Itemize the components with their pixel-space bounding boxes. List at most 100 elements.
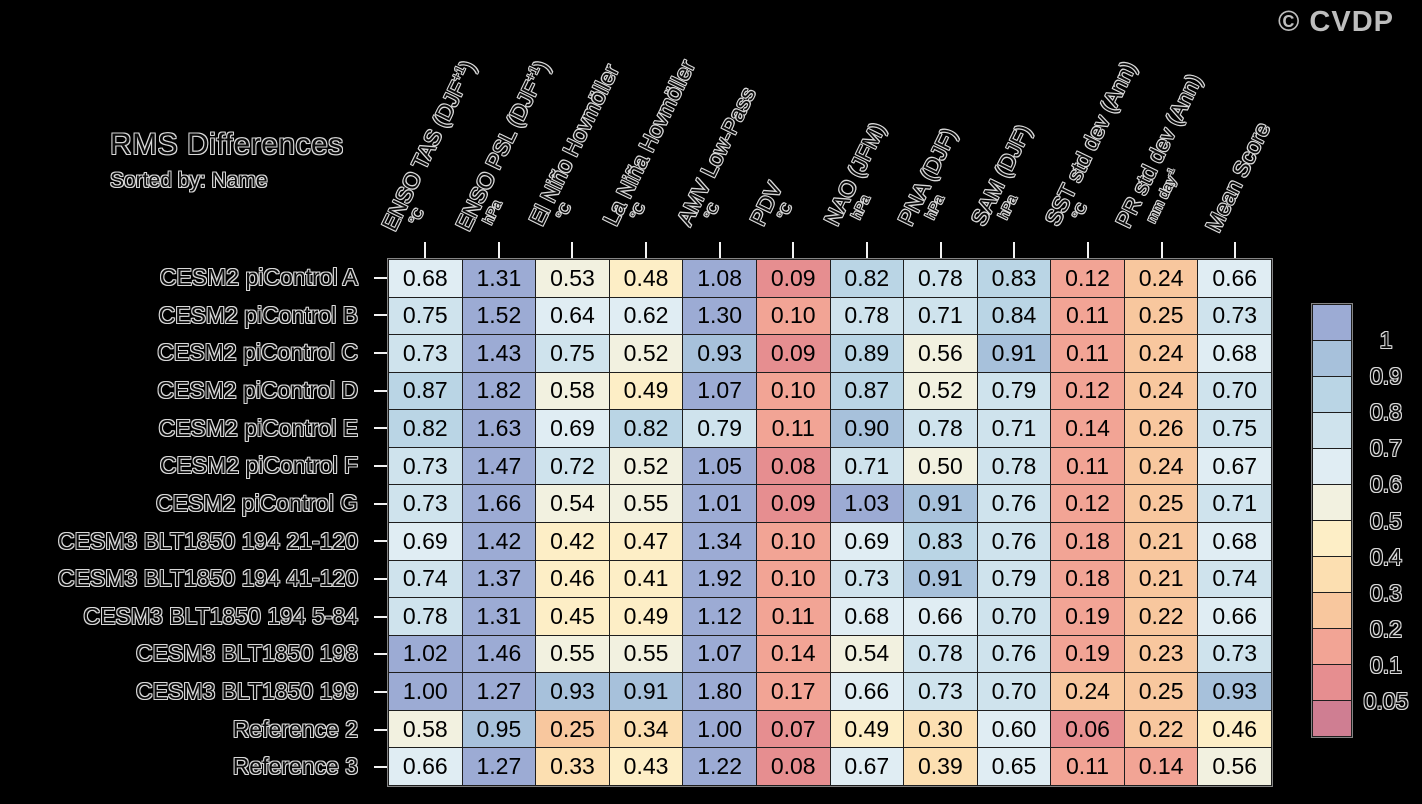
heatmap-cell: 0.74 <box>389 560 462 598</box>
colorbar-segment <box>1313 629 1351 664</box>
heatmap-cell: 0.12 <box>1051 372 1124 410</box>
heatmap-cell: 0.08 <box>756 748 830 785</box>
heatmap-cell: 1.00 <box>389 673 462 710</box>
heatmap-cell: 0.93 <box>1198 673 1271 710</box>
heatmap-cell: 0.24 <box>1124 335 1198 372</box>
row-label: CESM2 piControl E <box>158 414 358 441</box>
heatmap-cell: 1.80 <box>683 673 756 710</box>
heatmap-cell: 1.92 <box>683 560 756 598</box>
heatmap-cell: 0.73 <box>389 485 462 522</box>
colorbar-segment <box>1313 521 1351 556</box>
heatmap-cell: 0.56 <box>904 335 977 372</box>
heatmap-cell: 0.71 <box>977 410 1051 447</box>
heatmap-cell: 0.66 <box>904 598 977 635</box>
heatmap-cell: 0.78 <box>830 297 904 335</box>
heatmap-cell: 1.37 <box>462 560 536 598</box>
heatmap-cell: 0.34 <box>609 710 683 748</box>
heatmap-cell: 0.68 <box>830 598 904 635</box>
heatmap-cell: 0.68 <box>389 260 462 297</box>
heatmap-cell: 1.63 <box>462 410 536 447</box>
colorbar-segment <box>1313 413 1351 448</box>
colorbar <box>1312 304 1352 737</box>
row-label: CESM2 piControl C <box>157 339 358 366</box>
heatmap-cell: 0.83 <box>904 523 977 560</box>
column-tick <box>1086 242 1089 258</box>
column-header: NAO (JFM) hPa <box>818 118 891 230</box>
column-header: PDV °C <box>745 177 796 230</box>
heatmap-cell: 1.42 <box>462 523 536 560</box>
heatmap-cell: 0.49 <box>609 598 683 635</box>
heatmap-cell: 1.52 <box>462 297 536 335</box>
heatmap-cell: 0.25 <box>536 710 609 748</box>
heatmap-cell: 1.12 <box>683 598 756 635</box>
column-tick <box>1013 242 1016 258</box>
heatmap-cell: 1.22 <box>683 748 756 785</box>
heatmap-cell: 1.34 <box>683 523 756 560</box>
heatmap-cell: 0.19 <box>1051 635 1124 673</box>
heatmap-cell: 0.69 <box>830 523 904 560</box>
heatmap-cell: 1.01 <box>683 485 756 522</box>
heatmap-cell: 0.24 <box>1124 447 1198 485</box>
colorbar-segment <box>1313 449 1351 484</box>
row-label: CESM2 piControl F <box>159 452 358 479</box>
heatmap-cell: 0.46 <box>1198 710 1271 748</box>
heatmap-cell: 0.67 <box>1198 447 1271 485</box>
heatmap-cell: 0.84 <box>977 297 1051 335</box>
heatmap-cell: 0.83 <box>977 260 1051 297</box>
colorbar-tick-label: 1 <box>1379 327 1393 354</box>
heatmap-cell: 0.42 <box>536 523 609 560</box>
heatmap-cell: 0.55 <box>609 635 683 673</box>
heatmap-cell: 0.52 <box>609 335 683 372</box>
row-label: Reference 3 <box>232 753 358 780</box>
heatmap-cell: 0.49 <box>830 710 904 748</box>
heatmap-cell: 0.78 <box>389 598 462 635</box>
heatmap-cell: 0.60 <box>977 710 1051 748</box>
row-label: CESM2 piControl D <box>157 376 358 403</box>
heatmap-cell: 0.21 <box>1124 523 1198 560</box>
heatmap-grid: 0.68 1.31 0.53 0.48 1.08 0.09 0.82 0.78 0.83 0.12… <box>388 259 1272 786</box>
heatmap-cell: 0.76 <box>977 635 1051 673</box>
colorbar-segment <box>1313 341 1351 376</box>
heatmap-cell: 0.55 <box>609 485 683 522</box>
heatmap-cell: 1.31 <box>462 260 536 297</box>
heatmap-cell: 0.66 <box>1198 260 1271 297</box>
heatmap-cell: 0.78 <box>904 260 977 297</box>
heatmap-cell: 0.54 <box>830 635 904 673</box>
heatmap-cell: 0.69 <box>389 523 462 560</box>
heatmap-cell: 0.78 <box>904 635 977 673</box>
heatmap-cell: 0.56 <box>1198 748 1271 785</box>
heatmap-cell: 0.91 <box>904 560 977 598</box>
heatmap-cell: 0.09 <box>756 335 830 372</box>
heatmap-cell: 0.69 <box>536 410 609 447</box>
heatmap-cell: 0.79 <box>977 372 1051 410</box>
heatmap-cell: 0.12 <box>1051 260 1124 297</box>
heatmap-cell: 1.31 <box>462 598 536 635</box>
colorbar-segment <box>1313 485 1351 520</box>
row-label: CESM3 BLT1850 194 21-120 <box>57 527 358 554</box>
colorbar-segment <box>1313 665 1351 700</box>
heatmap-cell: 0.11 <box>1051 297 1124 335</box>
heatmap-cell: 1.02 <box>389 635 462 673</box>
heatmap-cell: 0.33 <box>536 748 609 785</box>
heatmap-cell: 0.10 <box>756 372 830 410</box>
heatmap-cell: 0.71 <box>830 447 904 485</box>
heatmap-cell: 1.27 <box>462 673 536 710</box>
row-tick <box>374 352 387 355</box>
row-tick <box>374 690 387 693</box>
heatmap-cell: 0.09 <box>756 485 830 522</box>
heatmap-cell: 0.06 <box>1051 710 1124 748</box>
row-label: CESM2 piControl G <box>156 489 358 516</box>
column-tick <box>571 242 574 258</box>
heatmap-cell: 0.54 <box>536 485 609 522</box>
column-tick <box>865 242 868 258</box>
heatmap-cell: 1.43 <box>462 335 536 372</box>
heatmap-cell: 1.07 <box>683 635 756 673</box>
heatmap-cell: 0.23 <box>1124 635 1198 673</box>
row-label: CESM2 piControl A <box>159 264 358 290</box>
heatmap-cell: 0.24 <box>1051 673 1124 710</box>
heatmap-cell: 0.45 <box>536 598 609 635</box>
heatmap-cell: 0.52 <box>904 372 977 410</box>
heatmap-cell: 0.87 <box>389 372 462 410</box>
heatmap-cell: 0.73 <box>1198 297 1271 335</box>
